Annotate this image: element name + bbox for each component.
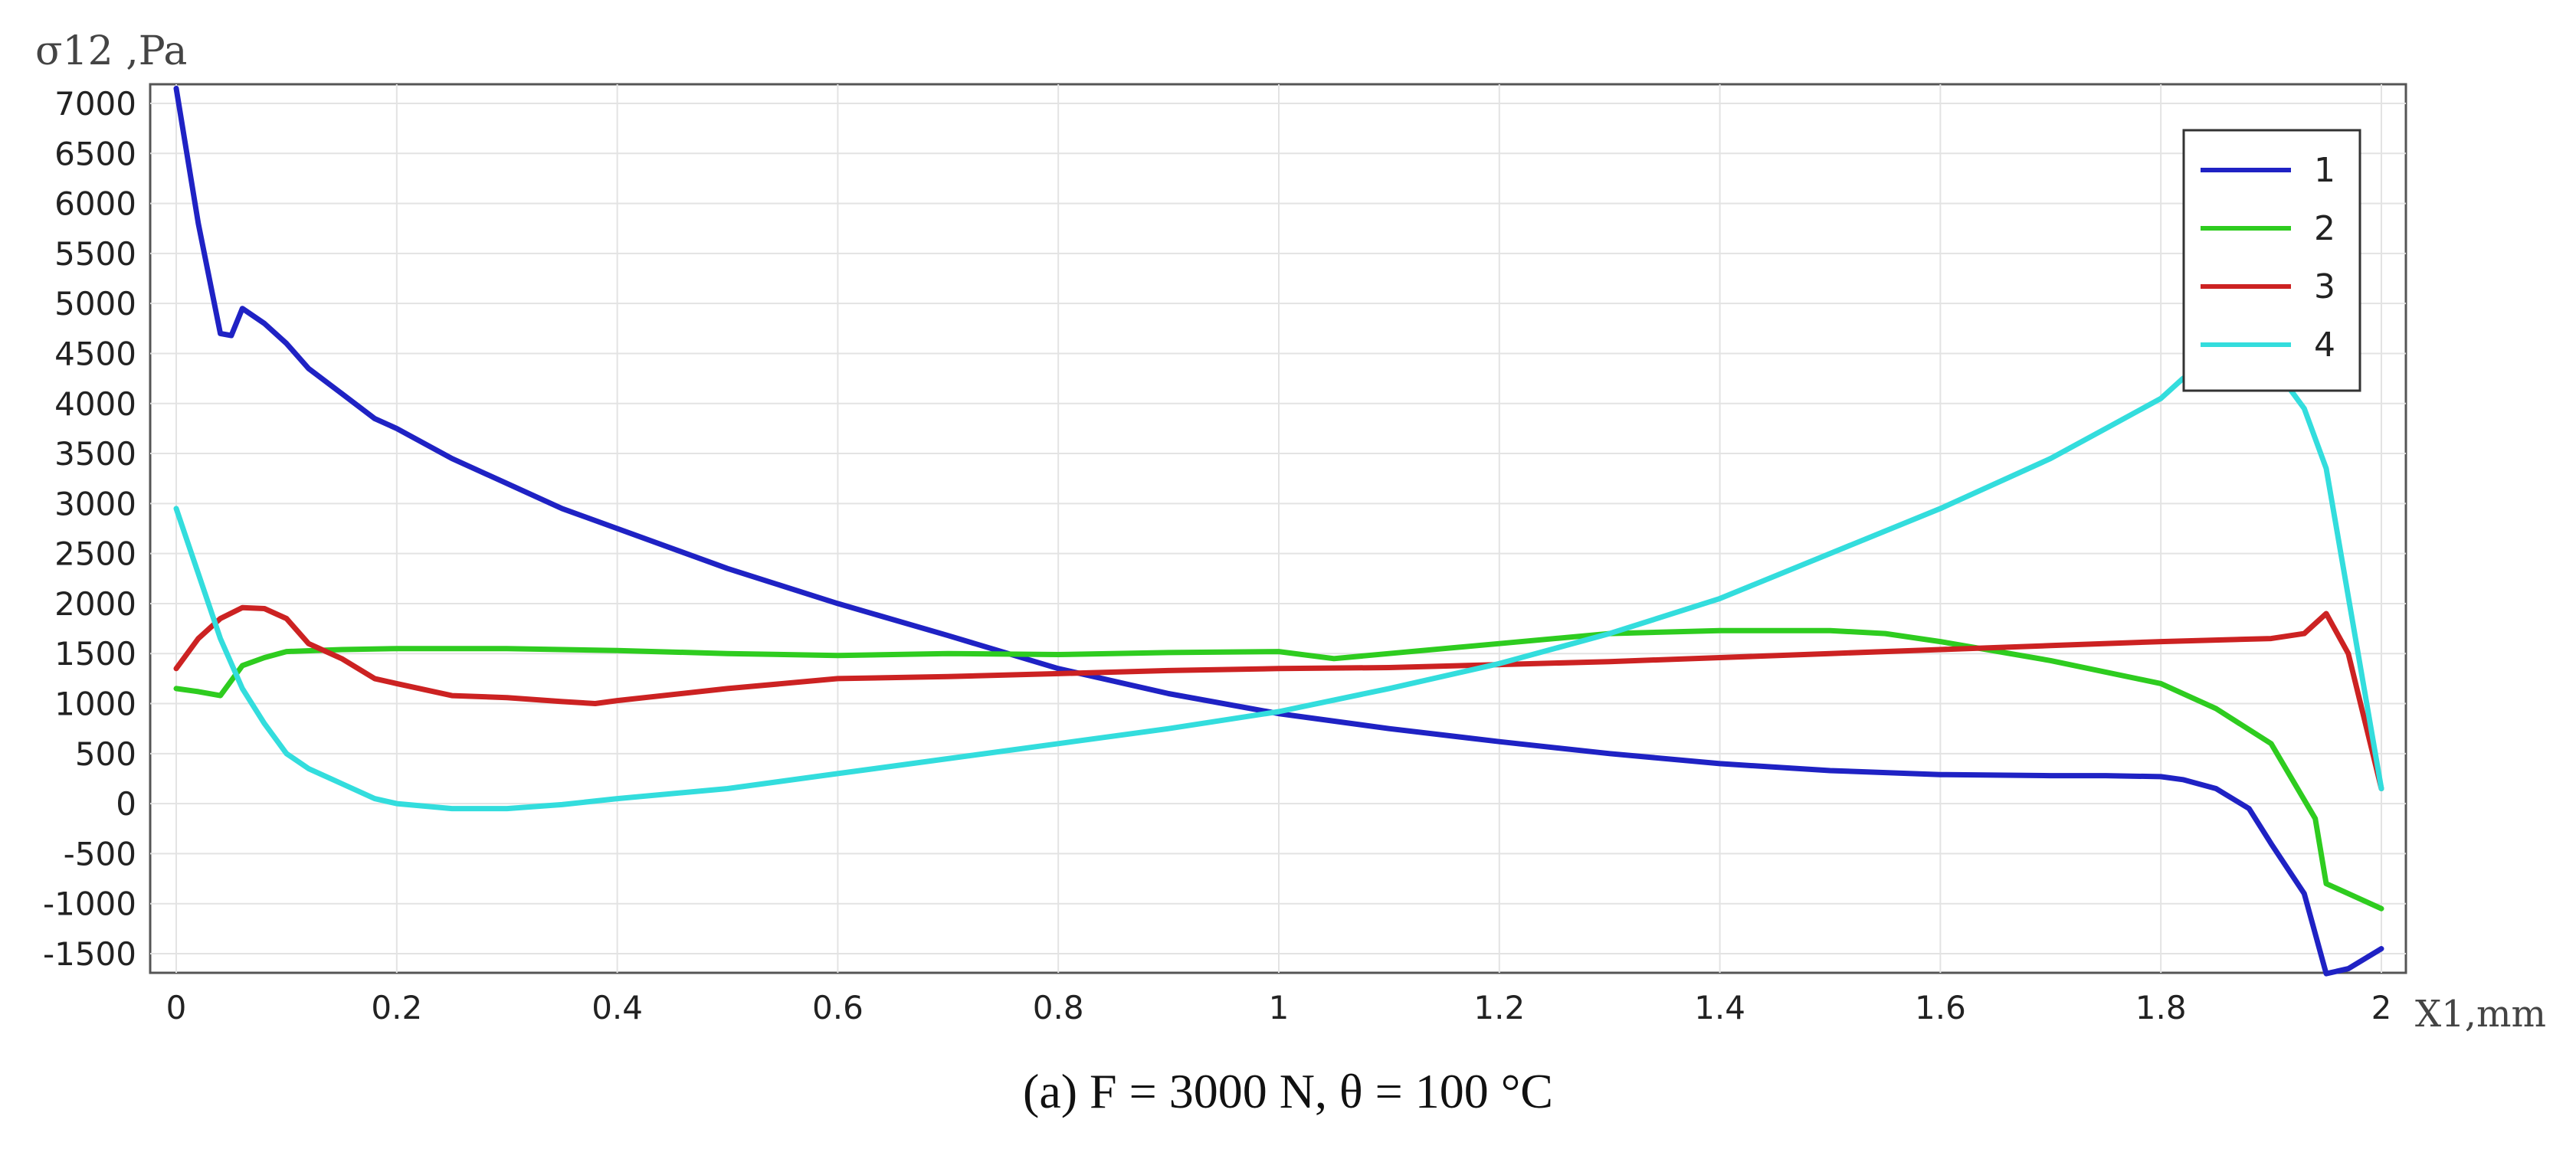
x-tick-label: 2 — [2371, 989, 2392, 1026]
figure-caption: (a) F = 3000 N, θ = 100 °C — [1023, 1064, 1553, 1118]
x-tick-label: 0.8 — [1033, 989, 1084, 1026]
y-tick-label: 6500 — [54, 135, 136, 172]
y-tick-label: 2500 — [54, 535, 136, 573]
x-tick-label: 0 — [166, 989, 187, 1026]
legend-box — [2182, 129, 2361, 392]
legend: 1 2 3 4 — [2182, 129, 2361, 392]
y-tick-label: 500 — [75, 735, 136, 773]
x-tick-label: 1.6 — [1915, 989, 1966, 1026]
legend-label-2: 2 — [2314, 209, 2335, 248]
y-tick-labels: 7000650060005500500045004000350030002500… — [43, 85, 136, 973]
legend-label-1: 1 — [2314, 151, 2335, 190]
y-tick-label: 3500 — [54, 435, 136, 473]
y-tick-label: 5000 — [54, 285, 136, 322]
y-tick-label: -1000 — [43, 885, 136, 923]
legend-label-3: 3 — [2314, 267, 2335, 306]
x-tick-label: 0.4 — [592, 989, 643, 1026]
y-tick-label: -1500 — [43, 935, 136, 973]
x-tick-labels: 0 0.2 0.4 0.6 0.8 1 1.2 1.4 1.6 1.8 2 — [166, 989, 2392, 1026]
x-tick-label: 0.6 — [812, 989, 864, 1026]
y-tick-label: 5500 — [54, 235, 136, 273]
x-tick-label: 1.2 — [1473, 989, 1525, 1026]
x-axis-label: X1,mm — [2415, 993, 2546, 1036]
gridlines — [150, 84, 2406, 973]
y-tick-label: 3000 — [54, 485, 136, 522]
y-tick-label: 1000 — [54, 686, 136, 723]
y-axis-label: σ12 ,Pa — [35, 28, 187, 74]
y-tick-label: 2000 — [54, 585, 136, 623]
series-line-2 — [173, 627, 2384, 912]
legend-label-4: 4 — [2314, 326, 2335, 365]
y-tick-label: 7000 — [54, 85, 136, 123]
y-tick-label: -500 — [64, 835, 136, 872]
x-tick-label: 1.8 — [2135, 989, 2187, 1026]
y-tick-label: 6000 — [54, 185, 136, 223]
y-tick-label: 0 — [116, 785, 136, 823]
x-tick-label: 1.4 — [1694, 989, 1745, 1026]
x-tick-label: 0.2 — [371, 989, 422, 1026]
y-tick-label: 1500 — [54, 635, 136, 673]
series-line-3 — [173, 604, 2384, 791]
series-line-1 — [173, 85, 2384, 977]
x-tick-label: 1 — [1269, 989, 1290, 1026]
y-tick-label: 4500 — [54, 335, 136, 372]
y-tick-label: 4000 — [54, 385, 136, 423]
